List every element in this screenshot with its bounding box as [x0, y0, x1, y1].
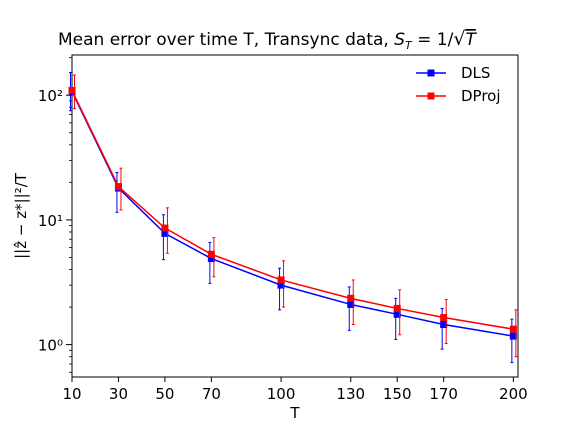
x-tick-label: 100	[267, 385, 296, 403]
data-point	[68, 87, 76, 95]
plot-frame	[71, 54, 519, 378]
legend-label: DLS	[461, 64, 490, 82]
x-tick-label: 30	[109, 385, 128, 403]
data-point	[277, 281, 285, 289]
x-axis-label: T	[289, 404, 300, 422]
data-point	[207, 250, 215, 258]
data-point	[509, 325, 517, 333]
chart-title: Mean error over time T, Transync data, S…	[58, 28, 477, 52]
data-point	[114, 183, 122, 191]
data-point	[393, 304, 401, 312]
x-tick-label: 50	[155, 385, 174, 403]
y-tick-label: 10⁰	[38, 337, 63, 355]
x-tick-label: 10	[62, 385, 81, 403]
legend-item-dproj: DProj	[416, 87, 501, 105]
legend: DLS DProj	[416, 64, 501, 105]
y-axis: 10⁰ 10¹ 10²	[38, 57, 72, 373]
data-point	[161, 224, 169, 232]
legend-marker	[427, 69, 435, 77]
data-point	[440, 320, 448, 328]
data-point	[161, 229, 169, 237]
series-dproj	[68, 74, 518, 358]
y-axis-label: ||ẑ − z*||²/T	[12, 172, 30, 259]
data-point	[393, 310, 401, 318]
x-tick-label: 150	[383, 385, 412, 403]
data-point	[509, 332, 517, 340]
x-tick-label: 200	[499, 385, 528, 403]
data-point	[347, 294, 355, 302]
legend-marker	[427, 92, 435, 100]
x-tick-label: 130	[336, 385, 365, 403]
data-point	[440, 313, 448, 321]
data-point	[277, 276, 285, 284]
data-point	[207, 255, 215, 263]
x-tick-label: 170	[429, 385, 458, 403]
legend-item-dls: DLS	[416, 64, 490, 82]
y-tick-label: 10¹	[38, 212, 63, 230]
series-layer	[68, 72, 518, 363]
legend-label: DProj	[461, 87, 501, 105]
x-tick-label: 70	[202, 385, 221, 403]
plot-area: 10 30 50 70 100 130 150 170 200 10⁰ 10¹ 10²	[38, 54, 528, 403]
data-point	[347, 300, 355, 308]
x-axis: 10 30 50 70 100 130 150 170 200	[62, 377, 528, 403]
series-line	[71, 90, 514, 330]
y-tick-label: 10²	[38, 87, 63, 105]
